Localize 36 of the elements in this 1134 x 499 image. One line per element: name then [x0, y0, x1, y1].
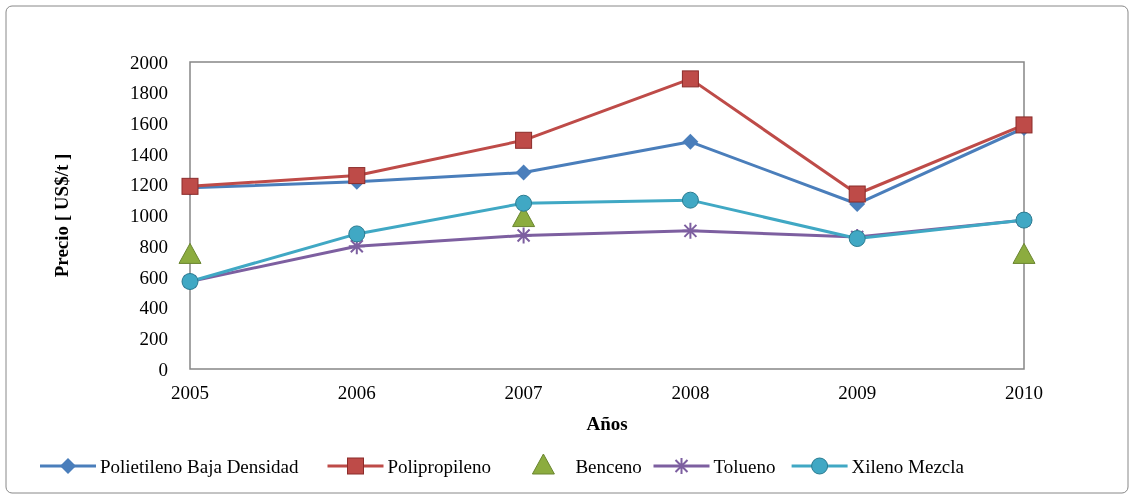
point	[515, 164, 532, 181]
y-tick-label: 1600	[130, 113, 168, 135]
legend-label: Xileno Mezcla	[851, 455, 965, 477]
y-tick-label: 600	[139, 266, 168, 288]
x-tick-label: 2010	[1005, 382, 1043, 403]
x-tick-label: 2006	[337, 382, 376, 403]
point	[514, 226, 533, 245]
point	[1015, 116, 1033, 134]
legend-label: Polietileno Baja Densidad	[100, 455, 299, 477]
legend-label: Polipropileno	[387, 455, 491, 477]
y-tick-label: 400	[139, 297, 168, 319]
y-tick-label: 1400	[130, 143, 168, 165]
y-tick-label: 1200	[130, 174, 168, 196]
y-tick-label: 2000	[130, 51, 168, 73]
x-tick-label: 2009	[838, 382, 877, 403]
point	[682, 133, 699, 150]
x-tick-label: 2005	[171, 382, 209, 403]
point	[515, 194, 533, 212]
legend-label: Tolueno	[713, 455, 776, 477]
x-axis-title: Años	[586, 413, 628, 434]
y-tick-label: 0	[158, 358, 168, 380]
point	[515, 131, 533, 149]
legend-label: Benceno	[575, 455, 642, 477]
point	[681, 191, 699, 209]
point	[681, 221, 700, 240]
y-tick-label: 800	[139, 235, 168, 257]
y-tick-label: 200	[139, 327, 168, 349]
y-axis-title: Precio [ US$/t ]	[51, 153, 72, 278]
point	[848, 185, 866, 203]
y-tick-label: 1800	[130, 82, 168, 104]
x-tick-label: 2007	[504, 382, 543, 403]
point	[348, 225, 366, 243]
point	[348, 167, 366, 185]
point	[681, 70, 699, 88]
x-tick-label: 2008	[671, 382, 710, 403]
y-tick-label: 1000	[130, 205, 168, 227]
